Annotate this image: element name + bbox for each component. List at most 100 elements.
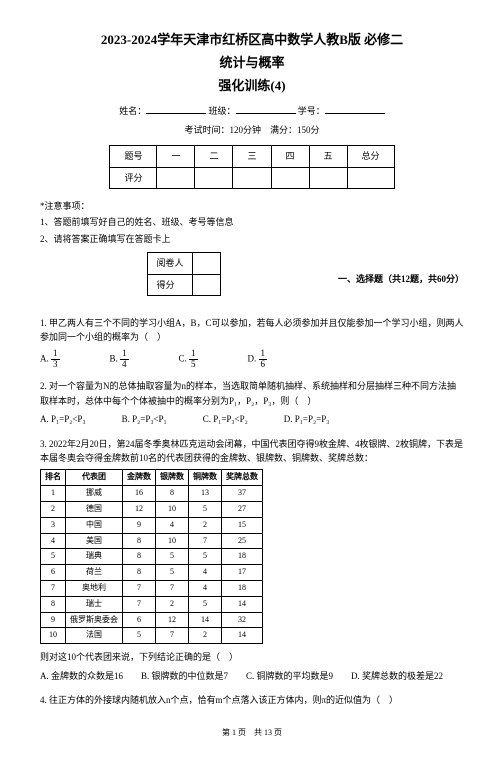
question-3-after: 则对这10个代表团来说，下列结论正确的是（ ） — [40, 650, 464, 664]
q2-opt-a: A. P₁=P₂<P₃ — [40, 412, 86, 426]
grader-label: 阅卷人 — [148, 253, 192, 274]
table-cell: 4 — [189, 565, 222, 581]
table-cell: 10 — [156, 502, 189, 518]
score-blank — [309, 167, 347, 188]
table-cell: 5 — [189, 502, 222, 518]
table-cell: 4 — [189, 581, 222, 597]
medal-table-header: 代表团 — [66, 470, 123, 486]
score-header-4: 四 — [271, 146, 309, 167]
table-cell: 14 — [222, 628, 263, 644]
score-blank — [271, 167, 309, 188]
table-cell: 8 — [123, 565, 156, 581]
score-header-6: 总分 — [347, 146, 394, 167]
medal-table-header: 排名 — [41, 470, 66, 486]
title-line-3: 强化训练(4) — [40, 76, 464, 97]
table-cell: 2 — [189, 628, 222, 644]
table-cell: 18 — [222, 581, 263, 597]
table-cell: 15 — [222, 517, 263, 533]
q1-opt-b: B. 14 — [110, 349, 129, 370]
title-line-2: 统计与概率 — [40, 53, 464, 74]
table-row: 5瑞典85518 — [41, 549, 263, 565]
score-table: 题号 一 二 三 四 五 总分 评分 — [109, 145, 394, 189]
table-cell: 5 — [156, 549, 189, 565]
table-cell: 10 — [156, 533, 189, 549]
table-cell: 俄罗斯奥委会 — [66, 612, 123, 628]
q1-opt-c: C. 15 — [179, 349, 198, 370]
table-cell: 10 — [41, 628, 66, 644]
q3-opt-d: D. 奖牌总数的极差是22 — [351, 669, 443, 683]
score-blank — [157, 167, 195, 188]
score-header-1: 一 — [157, 146, 195, 167]
q2-opt-b: B. P₂=P₃<P₁ — [122, 412, 167, 426]
score-header-2: 二 — [195, 146, 233, 167]
table-cell: 8 — [41, 596, 66, 612]
table-cell: 7 — [123, 581, 156, 597]
table-row: 6荷兰85417 — [41, 565, 263, 581]
q2-opt-c: C. P₁=P₃<P₂ — [203, 412, 248, 426]
question-2: 2. 对一个容量为N的总体抽取容量为n的样本，当选取简单随机抽样、系统抽样和分层… — [40, 379, 464, 408]
score-blank — [195, 167, 233, 188]
medal-table-header: 奖牌总数 — [222, 470, 263, 486]
table-cell: 瑞典 — [66, 549, 123, 565]
q3-opt-c: C. 铜牌数的平均数是9 — [246, 669, 333, 683]
score-blank — [192, 274, 220, 295]
score-blank — [347, 167, 394, 188]
table-cell: 5 — [156, 565, 189, 581]
question-1-options: A. 13 B. 14 C. 15 D. 16 — [40, 349, 464, 370]
table-cell: 13 — [189, 486, 222, 502]
table-cell: 中国 — [66, 517, 123, 533]
table-cell: 2 — [156, 596, 189, 612]
table-row: 7奥地利77418 — [41, 581, 263, 597]
table-cell: 12 — [156, 612, 189, 628]
score-header-0: 题号 — [110, 146, 157, 167]
table-cell: 14 — [222, 596, 263, 612]
table-cell: 7 — [41, 581, 66, 597]
name-blank — [146, 113, 206, 114]
question-1: 1. 甲乙两人有三个不同的学习小组A，B，C可以参加，若每人必须参加并且仅能参加… — [40, 316, 464, 345]
score-row2-label: 评分 — [110, 167, 157, 188]
medal-table-header: 铜牌数 — [189, 470, 222, 486]
table-cell: 9 — [123, 517, 156, 533]
table-row: 10法国57214 — [41, 628, 263, 644]
table-cell: 7 — [156, 581, 189, 597]
table-cell: 5 — [189, 596, 222, 612]
note-1: 1、答题前填写好自己的姓名、班级、考号等信息 — [40, 215, 464, 229]
medal-table-header: 金牌数 — [123, 470, 156, 486]
grader-blank — [192, 253, 220, 274]
table-cell: 8 — [156, 486, 189, 502]
title-line-1: 2023-2024学年天津市红桥区高中数学人教B版 必修二 — [40, 30, 464, 51]
table-cell: 美国 — [66, 533, 123, 549]
question-3-options: A. 金牌数的众数是16 B. 银牌数的中位数是7 C. 铜牌数的平均数是9 D… — [40, 669, 464, 683]
table-cell: 37 — [222, 486, 263, 502]
q3-opt-a: A. 金牌数的众数是16 — [40, 669, 123, 683]
table-cell: 25 — [222, 533, 263, 549]
section-1-title: 一、选择题（共12题，共60分） — [338, 272, 464, 286]
page-footer: 第 1 页 共 13 页 — [40, 727, 464, 740]
table-cell: 16 — [123, 486, 156, 502]
table-cell: 荷兰 — [66, 565, 123, 581]
name-label: 姓名： — [119, 106, 146, 116]
q1-opt-a: A. 13 — [40, 349, 60, 370]
score-header-5: 五 — [309, 146, 347, 167]
notes-star: *注意事项： — [40, 199, 464, 213]
table-cell: 4 — [41, 533, 66, 549]
table-row: 3中国94215 — [41, 517, 263, 533]
table-cell: 8 — [123, 533, 156, 549]
table-cell: 5 — [123, 628, 156, 644]
table-row: 9俄罗斯奥委会6121432 — [41, 612, 263, 628]
class-blank — [236, 113, 296, 114]
table-cell: 7 — [189, 533, 222, 549]
q3-opt-b: B. 银牌数的中位数是7 — [141, 669, 228, 683]
question-2-options: A. P₁=P₂<P₃ B. P₂=P₃<P₁ C. P₁=P₃<P₂ D. P… — [40, 412, 464, 426]
table-cell: 3 — [41, 517, 66, 533]
medal-table-header: 银牌数 — [156, 470, 189, 486]
table-cell: 7 — [156, 628, 189, 644]
score-label: 得分 — [148, 274, 192, 295]
table-cell: 德国 — [66, 502, 123, 518]
table-cell: 奥地利 — [66, 581, 123, 597]
table-cell: 5 — [41, 549, 66, 565]
q2-opt-d: D. P₁=P₂=P₃ — [284, 412, 330, 426]
table-cell: 32 — [222, 612, 263, 628]
question-4: 4. 往正方体的外接球内随机放入n个点，恰有m个点落入该正方体内，则π的近似值为… — [40, 693, 464, 707]
id-blank — [325, 113, 385, 114]
